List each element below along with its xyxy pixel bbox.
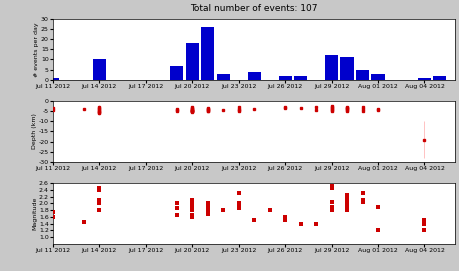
Point [420, 218, 427, 222]
Point [281, 215, 288, 219]
Bar [201, 27, 214, 80]
Point [219, 208, 226, 212]
Point [204, 201, 211, 205]
Point [173, 201, 180, 205]
Point [358, 199, 365, 204]
Point [188, 213, 196, 217]
Point [95, 201, 103, 205]
Point [204, 205, 211, 209]
Point [188, 215, 196, 219]
Point [188, 205, 196, 209]
Point [204, 208, 211, 212]
Point [188, 198, 196, 202]
Point [327, 208, 335, 212]
Point [188, 206, 196, 211]
Y-axis label: Depth (km): Depth (km) [32, 114, 37, 149]
Point [420, 222, 427, 227]
Point [327, 205, 335, 209]
Point [281, 218, 288, 222]
Bar [278, 76, 291, 80]
Point [188, 208, 196, 212]
Point [358, 191, 365, 195]
Point [235, 203, 242, 207]
Bar [185, 43, 198, 80]
Bar [370, 74, 384, 80]
Point [374, 228, 381, 233]
Point [204, 211, 211, 216]
Point [235, 201, 242, 205]
Point [265, 208, 273, 212]
Point [235, 206, 242, 211]
Bar [417, 78, 430, 80]
Point [188, 203, 196, 207]
Point [358, 198, 365, 202]
Point [327, 184, 335, 189]
Point [250, 218, 257, 222]
Bar [93, 60, 106, 80]
Bar [170, 66, 183, 80]
Point [312, 221, 319, 226]
Point [374, 205, 381, 209]
Point [188, 205, 196, 209]
Point [342, 206, 350, 211]
Point [95, 186, 103, 190]
Title: Total number of events: 107: Total number of events: 107 [190, 4, 317, 13]
Point [80, 220, 87, 224]
Point [342, 199, 350, 204]
Point [327, 205, 335, 209]
Point [327, 199, 335, 204]
Point [342, 208, 350, 212]
Bar [216, 74, 229, 80]
Point [95, 198, 103, 202]
Point [95, 188, 103, 192]
Point [188, 199, 196, 204]
Point [188, 201, 196, 205]
Y-axis label: Magnitude: Magnitude [32, 197, 37, 230]
Point [49, 215, 56, 219]
Point [342, 196, 350, 201]
Point [235, 191, 242, 195]
Bar [46, 78, 59, 80]
Point [95, 208, 103, 212]
Point [296, 221, 303, 226]
Point [327, 186, 335, 190]
Point [173, 213, 180, 217]
Y-axis label: # events per day: # events per day [34, 22, 39, 77]
Bar [293, 76, 307, 80]
Bar [355, 70, 368, 80]
Bar [324, 56, 337, 80]
Point [188, 213, 196, 217]
Bar [340, 57, 353, 80]
Point [204, 203, 211, 207]
Point [420, 228, 427, 233]
Point [173, 206, 180, 211]
Point [342, 203, 350, 207]
Bar [432, 76, 446, 80]
Point [342, 193, 350, 197]
Point [95, 201, 103, 205]
Point [204, 206, 211, 211]
Point [95, 201, 103, 205]
Point [188, 206, 196, 211]
Point [49, 210, 56, 214]
Bar [247, 72, 260, 80]
Point [95, 199, 103, 204]
